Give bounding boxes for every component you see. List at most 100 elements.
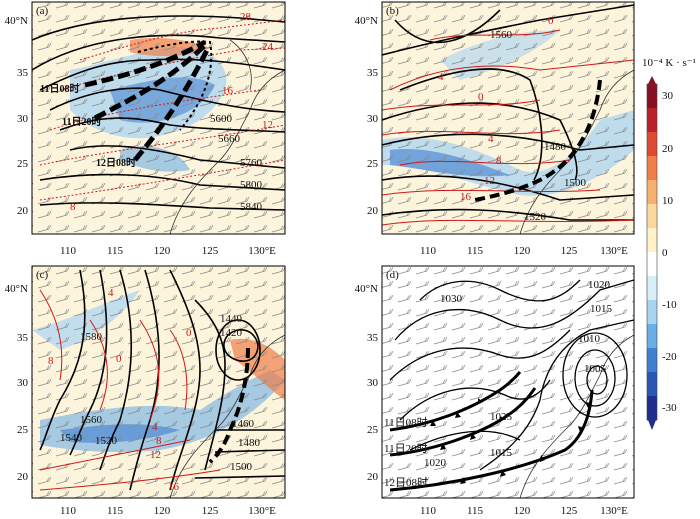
trough-time-label: 12日08时: [96, 156, 136, 169]
contour-label: 1005: [584, 363, 607, 375]
lon-label: 125: [202, 245, 219, 257]
contour-label: 5840: [240, 201, 263, 213]
lon-label: 120: [154, 245, 171, 257]
lon-label: 115: [467, 505, 484, 517]
colorbar-segment: [647, 132, 657, 157]
panel-label: (a): [36, 5, 49, 17]
colorbar-segment: [647, 324, 657, 349]
red-contour-label: 16: [222, 85, 234, 97]
red-contour-label: 4: [108, 287, 114, 299]
contour-label: 1500: [564, 177, 587, 189]
red-contour-label: 8: [496, 155, 502, 167]
contour-label: 1420: [220, 327, 243, 339]
colorbar-top-arrow: [648, 76, 656, 84]
red-contour-label: 0: [116, 353, 122, 365]
lat-label: 35: [367, 332, 379, 344]
contour-label: 1500: [230, 461, 253, 473]
colorbar-segment: [647, 300, 657, 325]
colorbar-tick: -20: [662, 351, 677, 363]
colorbar-unit: 10⁻⁴ K · s⁻¹: [642, 57, 696, 69]
contour-label: 1580: [80, 331, 103, 343]
colorbar-tick: 20: [662, 143, 674, 155]
colorbar-bottom-arrow: [648, 420, 656, 430]
contour-label: 1015: [490, 447, 513, 459]
lat-label: 20: [17, 471, 29, 483]
colorbar-tick: 10: [662, 195, 674, 207]
lon-label: 130°E: [248, 245, 276, 257]
contour-label: 1025: [490, 411, 513, 423]
red-contour-label: 8: [156, 435, 162, 447]
colorbar-segment: [647, 108, 657, 133]
red-contour-label: 12: [262, 119, 273, 131]
lat-label: 40°N: [355, 15, 378, 27]
panel-b: (b) 1560 1480 1500 1520 0 4 0 4 8 12 16 …: [355, 1, 635, 257]
contour-label: 1560: [80, 414, 103, 426]
lat-label: 35: [367, 67, 379, 79]
colorbar-segment: [647, 276, 657, 301]
lon-label: 115: [467, 245, 484, 257]
contour-label: 1460: [232, 418, 255, 430]
red-contour-label: 8: [48, 355, 54, 367]
lon-label: 120: [514, 505, 531, 517]
lon-label: 125: [561, 505, 578, 517]
colorbar-tick: 0: [662, 247, 668, 259]
lat-label: 25: [367, 424, 379, 436]
front-time-label: 11日08时: [384, 416, 428, 429]
red-contour-label: 4: [488, 133, 494, 145]
contour-label: 1020: [424, 457, 447, 469]
contour-label: 5760: [240, 157, 263, 169]
colorbar-segment: [647, 180, 657, 205]
colorbar-segment: [647, 228, 657, 253]
contour-label: 1480: [238, 437, 261, 449]
contour-label: 5800: [240, 179, 263, 191]
lat-label: 40°N: [355, 283, 378, 295]
red-contour-label: 16: [460, 191, 472, 203]
panel-label: (d): [386, 269, 399, 281]
contour-label: 1015: [590, 303, 613, 315]
lon-label: 125: [561, 245, 578, 257]
lat-label: 20: [367, 471, 379, 483]
panel-label: (b): [386, 5, 399, 17]
contour-label: 1480: [544, 141, 567, 153]
panel-c: (c) 1580 1440 1420 1560 1540 1520 1460 1…: [5, 265, 286, 517]
lon-label: 120: [514, 245, 531, 257]
contour-label: 5600: [210, 113, 233, 125]
front-time-label: 11日20时: [384, 442, 428, 455]
red-contour-label: 12: [484, 175, 495, 187]
contour-label: 1010: [578, 333, 601, 345]
red-contour-label: 0: [186, 327, 192, 339]
lat-label: 20: [367, 205, 379, 217]
colorbar-segment: [647, 396, 657, 421]
red-contour-label: 4: [152, 421, 158, 433]
lat-label: 30: [17, 377, 29, 389]
contour-label: 5660: [218, 133, 241, 145]
red-contour-label: 8: [70, 201, 76, 213]
lon-label: 130°E: [248, 505, 276, 517]
lon-label: 130°E: [600, 245, 628, 257]
front-time-label: 12日08时: [384, 476, 428, 489]
panel-d: (d) 1030 1020 1015 1010 1005 1025 1020 1…: [355, 265, 635, 517]
contour-label: 1030: [440, 293, 463, 305]
colorbar-tick: 30: [662, 90, 674, 102]
lat-label: 40°N: [5, 15, 28, 27]
lon-label: 110: [420, 245, 437, 257]
lat-label: 30: [367, 377, 379, 389]
lat-label: 20: [17, 205, 29, 217]
red-contour-label: 16: [168, 481, 180, 493]
contour-label: 1540: [60, 432, 83, 444]
lat-label: 30: [367, 113, 379, 125]
colorbar-tick: -30: [662, 402, 677, 414]
contour-label: 1520: [524, 211, 547, 223]
contour-label: 1020: [588, 279, 611, 291]
colorbar-segments: [646, 83, 658, 421]
colorbar-segment: [647, 252, 657, 277]
panel-a: (a) 5600 5660 5760 5800 5840 28 24 16 12…: [5, 1, 286, 257]
colorbar-segment: [647, 84, 657, 109]
lon-label: 120: [154, 505, 171, 517]
lat-label: 40°N: [5, 283, 28, 295]
colorbar-tick: -10: [662, 299, 677, 311]
colorbar-segment: [647, 204, 657, 229]
lon-label: 110: [60, 505, 77, 517]
contour-label: 1440: [220, 313, 243, 325]
